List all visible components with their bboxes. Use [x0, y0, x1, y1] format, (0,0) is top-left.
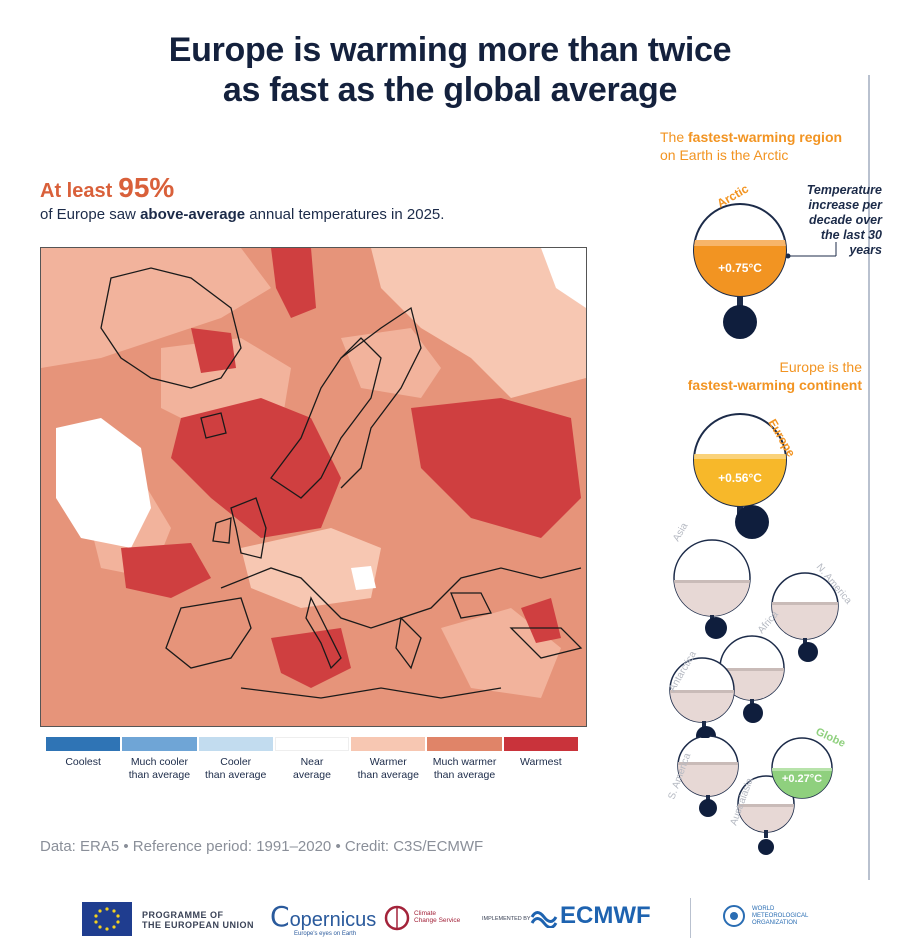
stat-text-after: annual temperatures in 2025. — [249, 206, 445, 223]
footer-logos: PROGRAMME OF THE EUROPEAN UNION Copernic… — [0, 888, 900, 950]
europe-heading-line2: fastest-warming continent — [687, 377, 862, 393]
wmo-logo-icon — [723, 905, 745, 927]
legend-swatch — [198, 737, 273, 751]
legend-label: Much cooler than average — [128, 756, 191, 781]
legend-item-much-cooler: Much cooler than average — [122, 737, 197, 782]
ecmwf-logo-icon — [530, 911, 558, 928]
europe-heading-line1: Europe is the — [779, 359, 863, 375]
data-credit: Data: ERA5 • Reference period: 1991–2020… — [40, 838, 484, 855]
arctic-heading-pre: The — [660, 129, 685, 145]
legend-label: Near average — [293, 756, 331, 781]
thermometer-graphic: Arctic +0.75°C Europe +0.56°C Asia N. Am… — [666, 181, 854, 855]
arctic-value: +0.75°C — [718, 261, 762, 275]
c3s-line2: Change Service — [414, 917, 461, 924]
wmo-line1: WORLD — [752, 906, 775, 912]
legend-label: Cooler than average — [205, 756, 267, 781]
ecmwf-wordmark: ECMWF — [560, 902, 651, 929]
stat-text-before: of Europe saw — [40, 206, 136, 223]
map-legend: Coolest Much cooler than average Cooler … — [46, 737, 578, 782]
eu-programme-text: PROGRAMME OF THE EUROPEAN UNION — [142, 910, 254, 930]
europe-thermometer: Europe +0.56°C — [693, 413, 798, 539]
wmo-text: WORLD METEOROLOGICAL ORGANIZATION — [752, 906, 808, 927]
legend-item-warmer: Warmer than average — [351, 737, 426, 782]
implemented-by: IMPLEMENTED BY — [482, 916, 531, 922]
c3s-line1: Climate — [414, 910, 437, 917]
legend-swatch — [274, 737, 350, 751]
copernicus-wordmark: opernicus — [289, 909, 377, 931]
title-line-2: as fast as the global average — [222, 71, 678, 109]
legend-swatch — [122, 737, 197, 751]
legend-label: Warmest — [520, 756, 562, 768]
legend-label: Coolest — [65, 756, 101, 768]
legend-item-coolest: Coolest — [46, 737, 121, 782]
legend-label: Warmer than average — [357, 756, 419, 781]
page-title: Europe is warming more than twice as fas… — [0, 30, 900, 110]
legend-label: Much warmer than average — [432, 756, 497, 781]
south-america-thermometer: S. America — [666, 730, 739, 817]
north-america-thermometer: N. America — [771, 562, 854, 662]
eu-line1: PROGRAMME OF — [142, 910, 224, 920]
arctic-heading-post: on Earth is the Arctic — [660, 147, 789, 163]
temperature-anomaly-map — [40, 247, 587, 727]
eu-flag-icon — [82, 902, 132, 936]
c3s-logo-icon — [384, 905, 410, 931]
title-line-1: Europe is warming more than twice — [168, 31, 732, 69]
stat-text-bold: above-average — [140, 206, 246, 223]
legend-item-much-warmer: Much warmer than average — [427, 737, 502, 782]
legend-item-near-average: Near average — [274, 737, 350, 782]
arctic-heading-bold: fastest-warming region — [688, 129, 843, 145]
legend-item-cooler: Cooler than average — [198, 737, 273, 782]
globe-value: +0.27°C — [782, 773, 822, 785]
stat-description: of Europe saw above-average annual tempe… — [40, 206, 444, 223]
legend-item-warmest: Warmest — [503, 737, 578, 782]
arctic-thermometer: Arctic +0.75°C — [693, 181, 787, 339]
europe-heading: Europe is the fastest-warming continent — [640, 358, 862, 394]
copernicus-tagline: Europe's eyes on Earth — [294, 931, 357, 937]
wmo-line2: METEOROLOGICAL — [752, 913, 809, 919]
panel-divider — [868, 75, 870, 880]
europe-map-graphic — [41, 248, 586, 726]
legend-swatch — [427, 737, 502, 751]
wmo-line3: ORGANIZATION — [752, 920, 798, 926]
stat-value: 95% — [118, 172, 175, 203]
arctic-heading: The fastest-warming region on Earth is t… — [660, 128, 870, 164]
legend-swatch — [503, 737, 578, 751]
globe-thermometer: Globe +0.27°C — [771, 726, 847, 799]
legend-swatch — [351, 737, 426, 751]
europe-value: +0.56°C — [718, 471, 762, 485]
asia-thermometer: Asia — [671, 521, 751, 639]
stat-heading: At least 95% — [40, 172, 174, 204]
asia-label: Asia — [671, 521, 690, 544]
footer-divider — [690, 898, 691, 938]
copernicus-logo: Copernicus Europe's eyes on Earth — [270, 900, 377, 938]
stat-prefix: At least — [40, 180, 113, 202]
eu-line2: THE EUROPEAN UNION — [142, 920, 255, 930]
decade-note: Temperature increase per decade over the… — [806, 183, 882, 257]
legend-swatch — [46, 737, 121, 751]
c3s-text: Climate Change Service — [414, 910, 460, 924]
